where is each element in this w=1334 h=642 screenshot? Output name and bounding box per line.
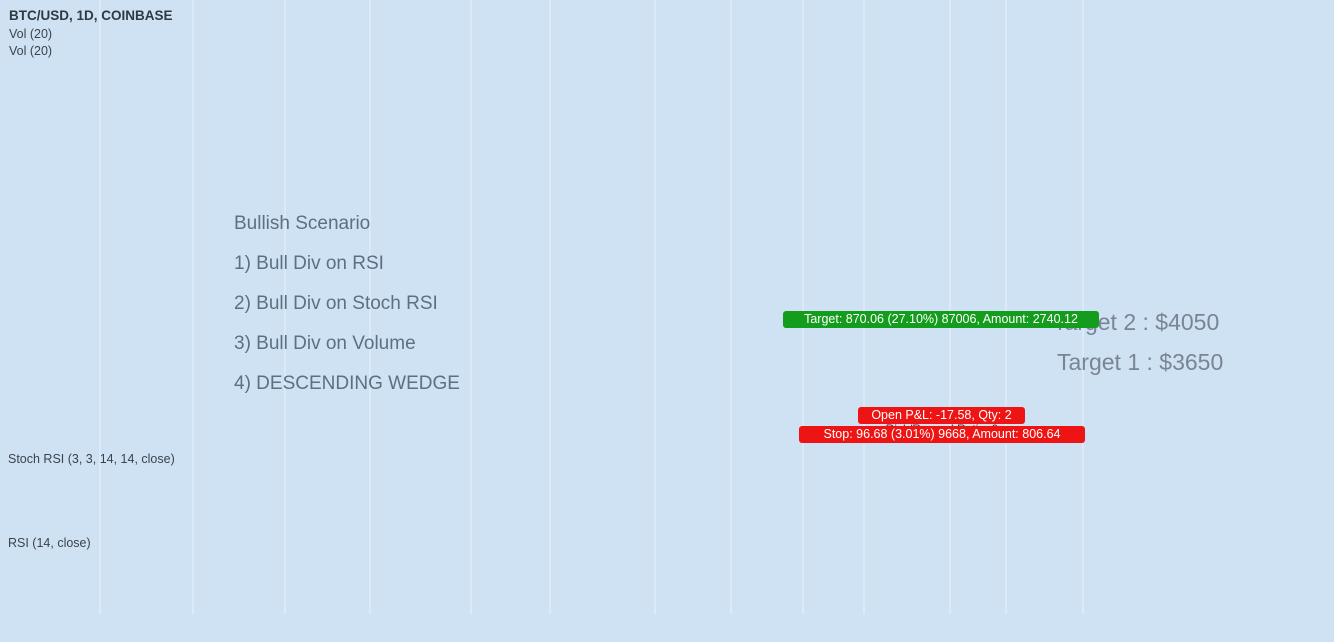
grid-layer [99,0,1084,614]
annotation-descending-wedge[interactable]: 4) DESCENDING WEDGE [234,373,460,394]
annotation-bull-div-stoch[interactable]: 2) Bull Div on Stoch RSI [234,293,438,314]
rsi-indicator-label[interactable]: RSI (14, close) [8,536,91,550]
target1-text[interactable]: Target 1 : $3650 [1057,349,1224,375]
annotation-bullish-scenario[interactable]: Bullish Scenario [234,213,371,234]
annotation-bull-div-volume[interactable]: 3) Bull Div on Volume [234,333,416,354]
volume-legend-2[interactable]: Vol (20) [9,44,53,58]
volume-legend-1[interactable]: Vol (20) [9,27,53,41]
open-pnl-label[interactable]: Open P&L: -17.58, Qty: 2 [858,407,1025,424]
position-target-label[interactable]: Target: 870.06 (27.10%) 87006, Amount: 2… [783,311,1099,328]
stoch-rsi-indicator-label[interactable]: Stoch RSI (3, 3, 14, 14, close) [8,452,175,466]
symbol-legend[interactable]: BTC/USD, 1D, COINBASE [9,8,173,23]
stop-label[interactable]: Stop: 96.68 (3.01%) 9668, Amount: 806.64 [799,426,1085,443]
annotation-bull-div-rsi[interactable]: 1) Bull Div on RSI [234,253,384,274]
